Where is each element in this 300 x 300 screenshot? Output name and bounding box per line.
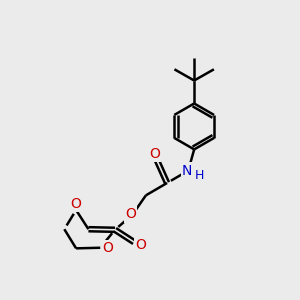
Text: O: O — [70, 196, 81, 211]
Text: O: O — [135, 238, 146, 252]
Text: N: N — [182, 164, 192, 178]
Text: O: O — [125, 208, 136, 221]
Text: O: O — [102, 241, 113, 255]
Text: O: O — [149, 146, 160, 161]
Text: H: H — [195, 169, 204, 182]
